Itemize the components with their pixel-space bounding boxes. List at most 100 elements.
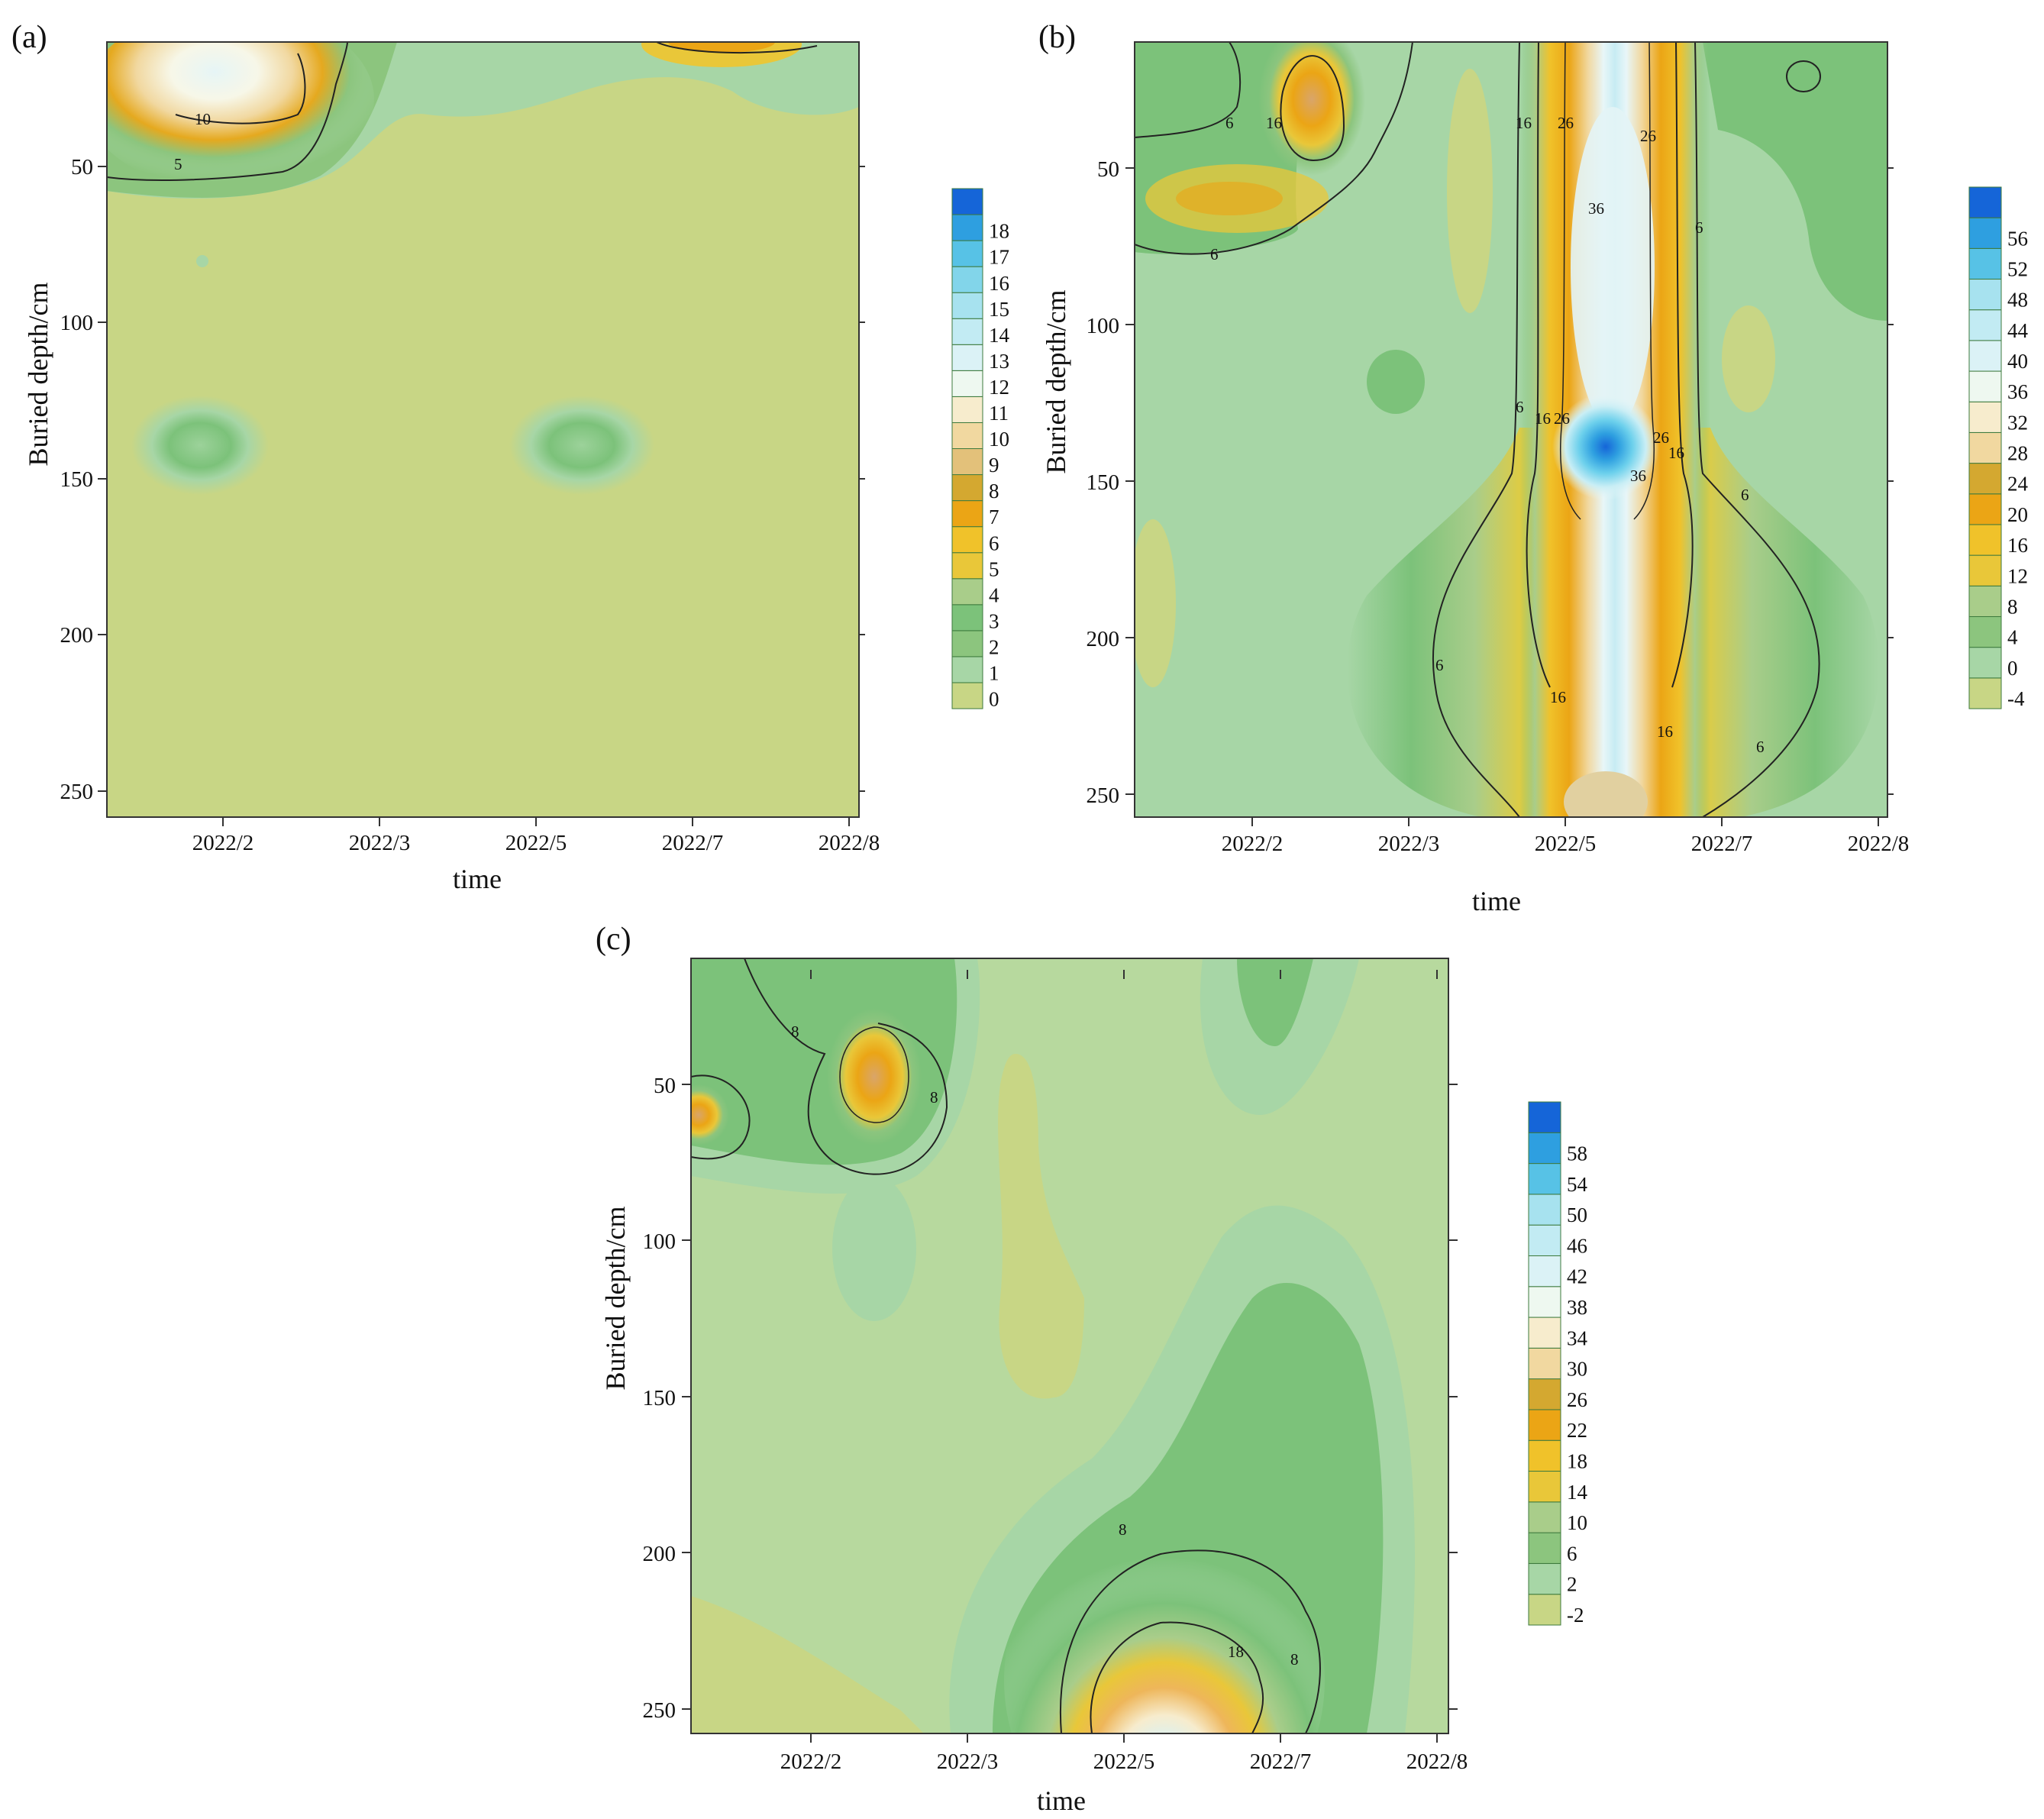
x-ticks-a: 2022/2 2022/3 2022/5 2022/7 2022/8 [192, 817, 880, 855]
colorbar-swatch [951, 240, 983, 267]
contour-label-b: 6 [1435, 656, 1444, 674]
colorbar-tick-label: 20 [2007, 503, 2028, 526]
colorbar-tick-label: 26 [1567, 1388, 1587, 1411]
x-tick-label: 2022/8 [1406, 1750, 1468, 1774]
y-tick-label: 100 [60, 311, 94, 335]
colorbar-tick-label: 11 [989, 402, 1009, 425]
x-axis-label-a: time [453, 864, 502, 894]
colorbar-swatch [951, 630, 983, 657]
colorbar-tick-label: 28 [2007, 442, 2028, 465]
x-tick-label: 2022/2 [192, 831, 254, 855]
colorbar-tick-label: 2 [989, 635, 999, 658]
colorbar-tick-label: 7 [989, 506, 999, 528]
colorbar-tick-label: 0 [2007, 657, 2018, 680]
contour-label-c: 8 [1119, 1520, 1127, 1539]
colorbar-tick-label: 4 [2007, 626, 2018, 649]
x-tick-label: 2022/7 [662, 831, 724, 855]
colorbar-tick-label: 22 [1567, 1419, 1587, 1442]
contour-field-b: 6 16 6 16 26 26 36 6 16 26 26 36 16 6 6 … [1135, 42, 1887, 817]
colorbar-tick-label: 15 [989, 298, 1009, 321]
colorbar-swatch [951, 500, 983, 528]
colorbar-swatch [951, 344, 983, 371]
colorbar-tick-label: 40 [2007, 350, 2028, 373]
y-tick-label: 150 [643, 1386, 676, 1410]
colorbar-tick-label: -2 [1567, 1604, 1584, 1627]
colorbar-swatch [1968, 247, 2002, 280]
contour-label-b: 6 [1756, 738, 1765, 756]
contour-label-b: 16 [1266, 114, 1282, 132]
x-tick-label: 2022/8 [819, 831, 880, 855]
colorbar-swatch [1528, 1594, 1561, 1626]
colorbar-swatch [1968, 217, 2002, 249]
colorbar-swatch [1528, 1194, 1561, 1226]
contour-label-b: 36 [1630, 467, 1646, 485]
colorbar-tick-label: 13 [989, 350, 1009, 373]
colorbar-swatch [951, 292, 983, 319]
colorbar-swatch [1528, 1501, 1561, 1533]
contour-label-b: 6 [1225, 114, 1234, 132]
colorbar-tick-label: 0 [989, 688, 999, 711]
colorbar-swatch [1968, 463, 2002, 495]
y-tick-label: 200 [1087, 627, 1120, 651]
y-tick-label: 250 [643, 1698, 676, 1723]
colorbar-tick-label: 8 [989, 480, 999, 502]
contour-label-a: 10 [195, 110, 211, 128]
colorbar-tick-label: 52 [2007, 258, 2028, 281]
panel-label-b: (b) [1038, 20, 1076, 55]
colorbar-swatch [1528, 1378, 1561, 1410]
y-ticks-b: 50 100 150 200 250 [1087, 157, 1894, 808]
colorbar-tick-label: 8 [2007, 595, 2018, 618]
colorbar-tick-label: 58 [1567, 1142, 1587, 1165]
colorbar-swatch [1528, 1163, 1561, 1195]
x-tick-label: 2022/7 [1691, 832, 1753, 856]
colorbar-swatch [951, 266, 983, 293]
x-tick-label: 2022/2 [1222, 832, 1284, 856]
panel-b: (b) 6 16 [1038, 20, 2029, 916]
colorbar-swatch [1528, 1132, 1561, 1165]
contour-label-b: 6 [1210, 245, 1219, 263]
colorbar-tick-label: 54 [1567, 1173, 1588, 1196]
colorbar-swatch [1968, 309, 2002, 341]
colorbar-tick-label: 9 [989, 454, 999, 477]
contour-label-a: 5 [174, 155, 182, 173]
colorbar-swatch [951, 422, 983, 450]
contour-label-b: 16 [1657, 722, 1673, 741]
colorbar-swatch [1528, 1317, 1561, 1349]
colorbar-swatch [1528, 1439, 1561, 1472]
colorbar-tick-label: -4 [2007, 687, 2025, 710]
x-tick-label: 2022/5 [505, 831, 567, 855]
y-tick-label: 200 [60, 623, 94, 648]
colorbar-tick-label: 17 [989, 246, 1009, 269]
contour-label-b: 26 [1653, 428, 1669, 447]
colorbar-tick-label: 14 [1567, 1481, 1588, 1504]
colorbar-swatch [1968, 677, 2002, 709]
colorbar-swatch [1968, 615, 2002, 648]
contour-label-b: 6 [1516, 398, 1524, 416]
contour-label-b: 16 [1535, 409, 1551, 428]
contour-label-b: 16 [1516, 114, 1532, 132]
colorbar-swatch [951, 656, 983, 683]
x-axis-label-b: time [1472, 886, 1521, 916]
y-tick-label: 50 [71, 155, 93, 179]
colorbar-tick-label: 38 [1567, 1296, 1587, 1319]
colorbar-swatch [1528, 1286, 1561, 1318]
colorbar-tick-label: 48 [2007, 289, 2028, 312]
colorbar-tick-label: 16 [989, 272, 1009, 295]
contour-label-b: 26 [1554, 409, 1570, 428]
colorbar-tick-label: 6 [1567, 1542, 1577, 1565]
colorbar-swatch [1528, 1224, 1561, 1256]
x-tick-label: 2022/8 [1848, 832, 1910, 856]
colorbar-tick-label: 5 [989, 557, 999, 580]
y-ticks-a: 50 100 150 200 250 [60, 155, 865, 804]
colorbar-swatch [1968, 493, 2002, 525]
x-tick-label: 2022/3 [937, 1750, 999, 1774]
colorbar-tick-label: 6 [989, 531, 999, 554]
colorbar-tick-label: 24 [2007, 473, 2029, 496]
colorbar-tick-label: 12 [989, 376, 1009, 399]
colorbar-tick-label: 36 [2007, 380, 2028, 403]
y-tick-label: 50 [1097, 157, 1119, 182]
plot-frame-a [106, 41, 860, 818]
colorbar-tick-label: 46 [1567, 1234, 1587, 1257]
